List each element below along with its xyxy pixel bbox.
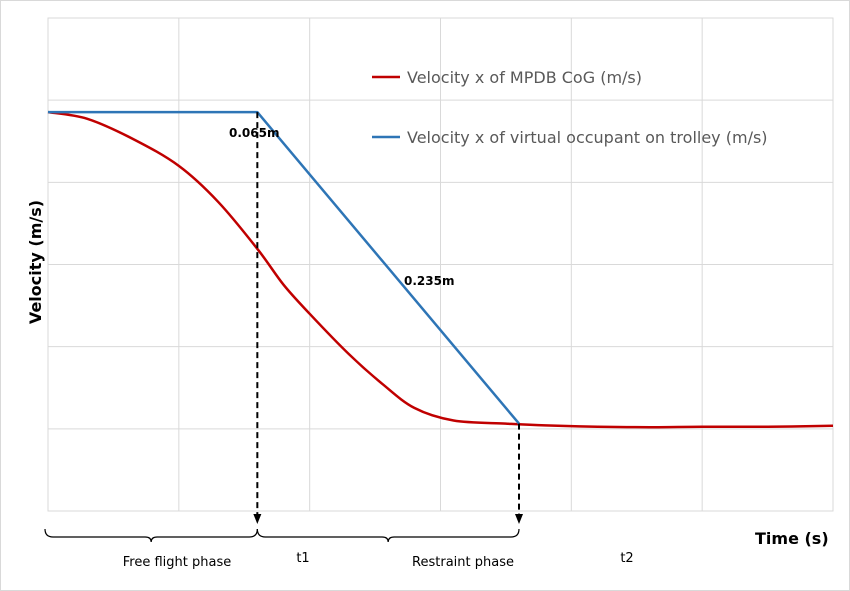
phase-brace-0 xyxy=(44,528,258,543)
series-line-1 xyxy=(48,110,520,425)
phase-braces xyxy=(44,528,520,543)
y-axis-title: Velocity (m/s) xyxy=(26,200,45,324)
time-markers xyxy=(253,112,523,524)
annotation-free-flight-distance: 0.065m xyxy=(229,126,279,140)
legend-label-occupant: Velocity x of virtual occupant on trolle… xyxy=(407,128,768,147)
marker-arrow-t2 xyxy=(515,514,523,524)
grid xyxy=(47,17,834,512)
legend: Velocity x of MPDB CoG (m/s) Velocity x … xyxy=(372,68,768,147)
phase-label-restraint: Restraint phase xyxy=(412,555,514,570)
phase-label-free-flight: Free flight phase xyxy=(123,555,231,570)
marker-arrow-t1 xyxy=(253,514,262,524)
series-lines xyxy=(47,110,834,429)
marker-label-t1: t1 xyxy=(296,551,309,566)
series-line-0 xyxy=(47,110,834,429)
annotation-restraint-distance: 0.235m xyxy=(404,274,454,288)
marker-label-t2: t2 xyxy=(620,551,633,566)
legend-label-mpdb: Velocity x of MPDB CoG (m/s) xyxy=(407,68,642,87)
x-axis-title: Time (s) xyxy=(755,529,829,548)
phase-brace-1 xyxy=(256,528,520,543)
